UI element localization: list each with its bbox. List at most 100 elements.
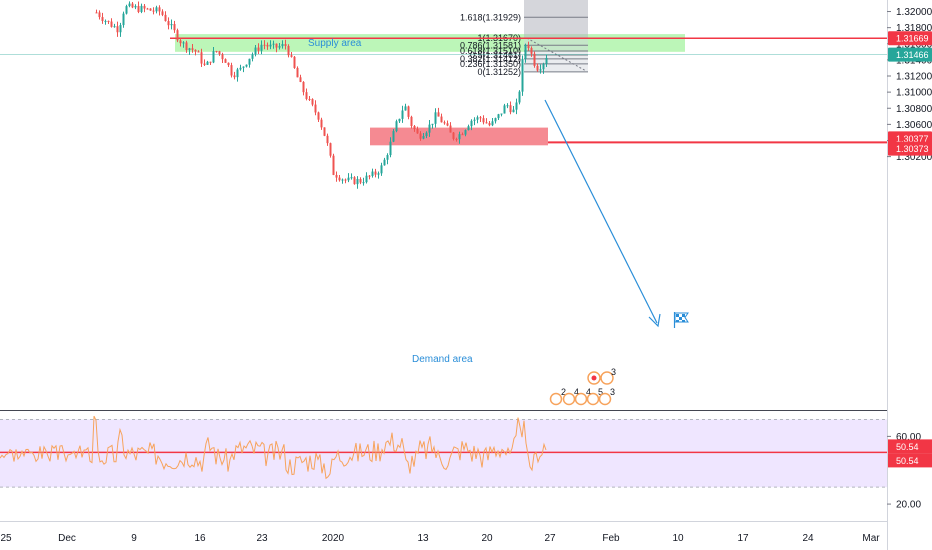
candle-body bbox=[494, 118, 497, 122]
candle-body bbox=[161, 11, 164, 15]
candle-body bbox=[353, 177, 356, 185]
event-count: 4 bbox=[586, 387, 591, 397]
time-tick-label: 24 bbox=[802, 533, 814, 544]
candle-body bbox=[302, 81, 305, 93]
candle-body bbox=[410, 116, 413, 127]
candle-body bbox=[176, 30, 179, 41]
event-count: 3 bbox=[610, 387, 615, 397]
price-label-text: 1.30377 bbox=[896, 134, 929, 144]
candle-body bbox=[116, 26, 119, 33]
time-tick-label: 23 bbox=[256, 533, 268, 544]
candle-body bbox=[221, 54, 224, 60]
candle-body bbox=[149, 8, 152, 11]
price-label-box bbox=[888, 31, 932, 46]
candle-body bbox=[233, 75, 236, 78]
candle-body bbox=[545, 57, 548, 64]
candle-body bbox=[236, 69, 239, 78]
time-tick-label: 27 bbox=[544, 533, 556, 544]
candle-body bbox=[188, 48, 191, 51]
candle-body bbox=[413, 126, 416, 130]
candle-body bbox=[452, 132, 455, 139]
candle-body bbox=[308, 98, 311, 100]
candle-body bbox=[530, 48, 533, 54]
candle-body bbox=[263, 44, 266, 46]
candle-body bbox=[341, 179, 344, 181]
candle-body bbox=[242, 66, 245, 68]
candle-body bbox=[164, 14, 167, 22]
candle-body bbox=[389, 141, 392, 156]
event-count: 5 bbox=[598, 387, 603, 397]
candle-body bbox=[455, 138, 458, 140]
rsi-tick-label: 60.00 bbox=[896, 432, 921, 443]
candle-body bbox=[422, 136, 425, 139]
candle-body bbox=[170, 24, 173, 26]
candle-body bbox=[119, 25, 122, 33]
price-label-text: 1.31466 bbox=[896, 50, 929, 60]
candle-body bbox=[104, 20, 107, 22]
candle-body bbox=[197, 51, 200, 53]
projection-arrow[interactable] bbox=[544, 99, 661, 328]
candle-body bbox=[440, 116, 443, 123]
time-tick-label: 2020 bbox=[322, 533, 345, 544]
candle-body bbox=[317, 112, 320, 120]
price-label-box bbox=[888, 47, 932, 62]
time-tick-label: 10 bbox=[672, 533, 684, 544]
candle-body bbox=[191, 48, 194, 50]
time-tick-label: Feb bbox=[602, 533, 620, 544]
candle-body bbox=[131, 3, 134, 8]
candle-body bbox=[95, 12, 98, 14]
candle-body bbox=[467, 126, 470, 131]
candle-body bbox=[449, 125, 452, 133]
candle-body bbox=[371, 171, 374, 176]
candle-body bbox=[521, 58, 524, 92]
fib-trend-line bbox=[526, 37, 586, 71]
candle-body bbox=[347, 177, 350, 181]
candle-body bbox=[203, 63, 206, 65]
candle-body bbox=[305, 92, 308, 99]
price-label-box bbox=[888, 141, 932, 156]
candle-body bbox=[470, 120, 473, 127]
candle-body bbox=[284, 44, 287, 47]
candle-body bbox=[158, 7, 161, 12]
zone-0 bbox=[175, 34, 685, 52]
canada-flag-icon bbox=[591, 375, 597, 381]
candle-body bbox=[323, 127, 326, 136]
candle-body bbox=[224, 59, 227, 63]
candle-body bbox=[479, 117, 482, 119]
price-tick-label: 1.31800 bbox=[896, 23, 932, 34]
candle-body bbox=[134, 5, 137, 8]
economic-events[interactable]: 2 4 4 5 33 bbox=[549, 367, 617, 406]
time-tick-label: Dec bbox=[58, 533, 76, 544]
candle-body bbox=[200, 52, 203, 64]
fibonacci-retracement[interactable]: 1.618(1.31929)1(1.31670)0.786(1.31581)0.… bbox=[460, 0, 588, 77]
candle-body bbox=[335, 174, 338, 178]
candle-body bbox=[512, 109, 515, 113]
price-label-text: 1.31669 bbox=[896, 34, 929, 44]
event-flag-icon bbox=[562, 392, 576, 406]
candle-body bbox=[320, 119, 323, 128]
candle-body bbox=[473, 119, 476, 121]
candle-body bbox=[365, 175, 368, 183]
candle-body bbox=[122, 13, 125, 26]
candle-body bbox=[383, 159, 386, 166]
horizontal-lines[interactable] bbox=[0, 37, 887, 144]
candle-body bbox=[374, 171, 377, 175]
event-count: 4 bbox=[574, 387, 579, 397]
candle-body bbox=[425, 132, 428, 137]
fib-label-5: 0.382(1.31412) bbox=[460, 54, 521, 64]
candle-body bbox=[167, 21, 170, 26]
candle-body bbox=[488, 123, 491, 126]
candle-body bbox=[500, 113, 503, 115]
rsi-line bbox=[0, 415, 547, 480]
time-tick-label: 25 bbox=[0, 533, 12, 544]
candle-body bbox=[110, 21, 113, 27]
fib-label-2: 0.786(1.31581) bbox=[460, 40, 521, 50]
candle-body bbox=[329, 143, 332, 156]
candle-body bbox=[185, 42, 188, 51]
candle-body bbox=[503, 105, 506, 114]
candle-body bbox=[404, 106, 407, 111]
fib-label-4: 0.5(1.31461) bbox=[470, 50, 521, 60]
main-pane[interactable] bbox=[0, 0, 887, 410]
time-tick-label: 17 bbox=[737, 533, 749, 544]
